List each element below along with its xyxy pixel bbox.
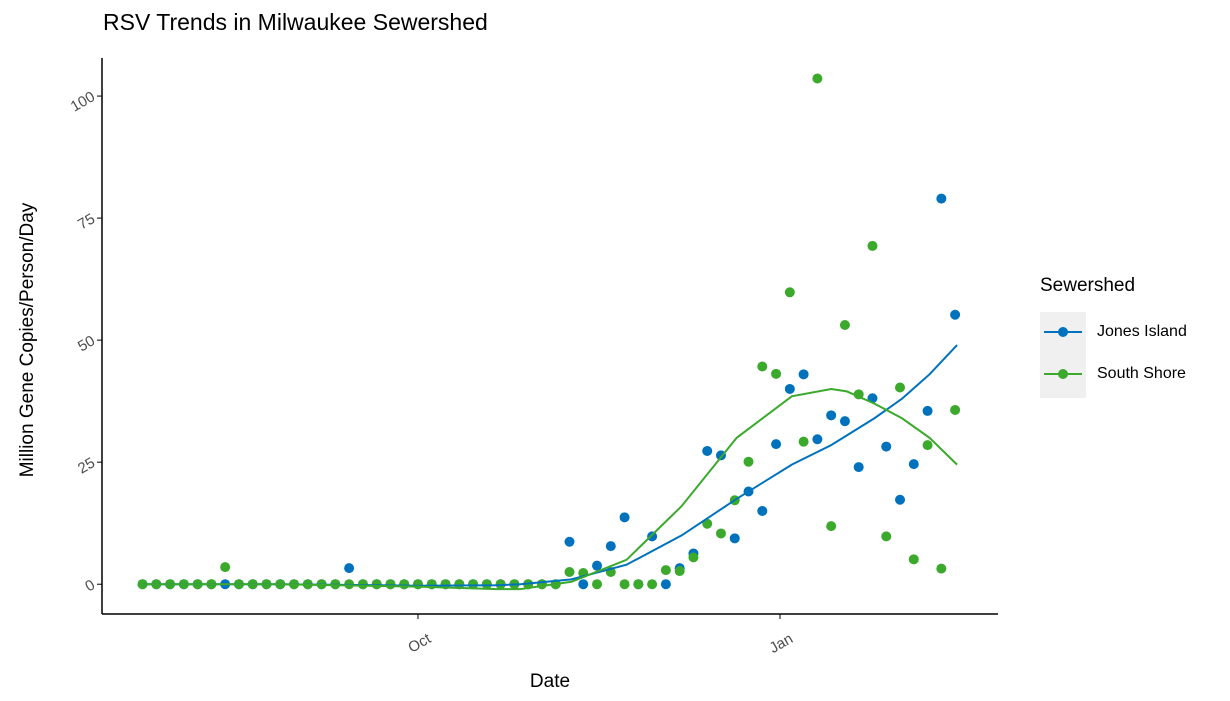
data-point	[592, 579, 603, 590]
y-tick-label: 0	[82, 576, 98, 595]
data-point	[812, 434, 823, 445]
y-tick-label: 75	[75, 210, 98, 233]
data-point	[647, 579, 658, 590]
data-point	[674, 566, 685, 577]
y-axis-label: Million Gene Copies/Person/Day	[17, 202, 38, 477]
x-tick-label: Oct	[405, 630, 434, 657]
data-point	[647, 531, 658, 542]
data-point	[633, 579, 644, 590]
data-point	[853, 462, 864, 473]
data-point	[702, 445, 713, 456]
data-point	[564, 536, 575, 547]
data-point	[936, 193, 947, 204]
data-point	[688, 552, 699, 563]
data-point	[771, 368, 782, 379]
data-point	[784, 287, 795, 298]
trend-line	[142, 344, 958, 587]
legend-dot	[1058, 369, 1068, 379]
data-point	[660, 579, 671, 590]
data-point	[895, 494, 906, 505]
x-axis-label: Date	[530, 671, 570, 692]
data-point	[812, 73, 823, 84]
data-point	[908, 459, 919, 470]
y-tick-label: 100	[68, 88, 98, 115]
data-point	[592, 560, 603, 571]
data-point	[619, 579, 630, 590]
data-point	[895, 382, 906, 393]
data-point	[220, 562, 231, 573]
legend-title: Sewershed	[1040, 275, 1135, 296]
chart-title: RSV Trends in Milwaukee Sewershed	[103, 9, 488, 35]
data-point	[454, 579, 465, 590]
data-point	[757, 361, 768, 372]
data-point	[922, 405, 933, 416]
data-point	[468, 579, 479, 590]
data-point	[757, 506, 768, 517]
data-point	[798, 436, 809, 447]
data-point	[936, 563, 947, 574]
trend-line	[142, 387, 958, 591]
data-point	[784, 383, 795, 394]
x-tick-label: Jan	[767, 630, 796, 657]
data-point	[908, 554, 919, 565]
data-point	[729, 533, 740, 544]
legend-label: Jones Island	[1097, 323, 1187, 340]
data-point	[881, 441, 892, 452]
data-point	[826, 410, 837, 421]
data-point	[922, 440, 933, 451]
data-point	[771, 439, 782, 450]
data-point	[826, 521, 837, 532]
data-point	[619, 512, 630, 523]
legend-label: South Shore	[1097, 365, 1186, 382]
data-point	[344, 563, 355, 574]
data-point	[564, 567, 575, 578]
data-point	[605, 541, 616, 552]
data-point	[715, 528, 726, 539]
data-point	[881, 531, 892, 542]
data-point	[399, 579, 410, 590]
y-tick-label: 25	[75, 454, 98, 477]
data-point	[481, 579, 492, 590]
data-point	[660, 565, 671, 576]
data-point	[839, 320, 850, 331]
data-point	[578, 579, 589, 590]
data-point	[536, 579, 547, 590]
data-point	[950, 309, 961, 320]
data-point	[839, 416, 850, 427]
data-point	[867, 240, 878, 251]
data-point	[950, 404, 961, 415]
legend-key-bg	[1040, 312, 1086, 398]
data-point	[385, 579, 396, 590]
legend-dot	[1058, 327, 1068, 337]
y-tick-label: 50	[75, 332, 98, 355]
data-point	[743, 456, 754, 467]
data-point	[798, 369, 809, 380]
